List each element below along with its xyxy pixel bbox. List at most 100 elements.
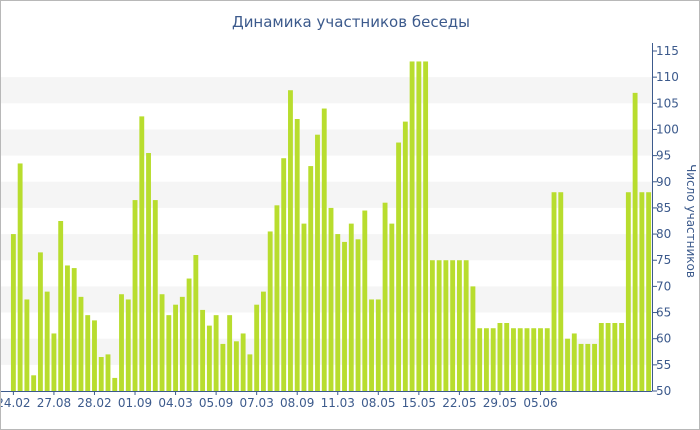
bar (220, 343, 226, 391)
bar (294, 119, 300, 391)
x-tick-label: 05.09 (199, 396, 233, 410)
bar (78, 296, 84, 391)
x-ticks: 24.02 27.08 28.02 01.09 04.03 05.09 07.03 08.09… (1, 391, 558, 410)
bar (342, 241, 347, 391)
bar (213, 315, 219, 391)
bar (166, 315, 172, 391)
bar (301, 223, 307, 391)
bar (565, 338, 570, 391)
y-tick-label: 65 (656, 306, 671, 320)
y-tick-label: 55 (656, 358, 671, 372)
bar (558, 192, 564, 391)
bar (362, 210, 368, 391)
bar (531, 328, 537, 391)
bar (112, 377, 118, 391)
bar (31, 375, 37, 391)
bar (598, 323, 604, 391)
bar (504, 323, 510, 391)
bar (227, 315, 233, 391)
bar (605, 323, 611, 391)
x-tick-label: 22.05 (442, 396, 476, 410)
bar (402, 121, 408, 392)
bar (152, 200, 158, 391)
bar (267, 231, 273, 391)
bar (639, 192, 645, 391)
y-tick-label: 70 (656, 279, 671, 293)
x-tick-label: 27.08 (37, 396, 71, 410)
bar (37, 252, 43, 391)
bar (44, 291, 50, 391)
x-tick-label: 15.05 (402, 396, 436, 410)
bar (551, 192, 557, 391)
x-tick-label: 07.03 (239, 396, 273, 410)
x-tick-label: 08.09 (280, 396, 314, 410)
bar (646, 192, 652, 391)
bar (585, 343, 591, 391)
bar (625, 192, 631, 391)
bar (254, 304, 260, 391)
bar (260, 291, 266, 391)
bar (233, 341, 239, 391)
y-tick-label: 60 (656, 332, 671, 346)
y-tick-label: 100 (656, 122, 679, 136)
chart-title: Динамика участников беседы (231, 13, 471, 31)
bar (58, 221, 64, 391)
bar (375, 299, 381, 391)
y-tick-label: 85 (656, 201, 671, 215)
bar (71, 268, 77, 391)
bar (619, 323, 625, 391)
bar (436, 260, 442, 391)
y-axis-label: Число участников (684, 164, 698, 278)
x-tick-label: 05.06 (523, 396, 557, 410)
bar (51, 333, 57, 391)
bar (578, 343, 584, 391)
bar (125, 299, 131, 391)
x-tick-label: 04.03 (158, 396, 192, 410)
bar (179, 296, 185, 391)
x-tick-label: 29.05 (483, 396, 517, 410)
y-tick-label: 90 (656, 175, 671, 189)
bar (10, 234, 16, 391)
bar (274, 205, 280, 391)
bar (497, 323, 503, 391)
y-tick-label: 110 (656, 70, 679, 84)
x-tick-label: 08.05 (361, 396, 395, 410)
bar (119, 294, 124, 391)
bar (288, 90, 293, 391)
grid-band (1, 77, 652, 104)
bar (281, 158, 287, 391)
bar (355, 239, 361, 391)
bar (315, 134, 320, 391)
bar (98, 357, 104, 391)
bars (10, 61, 652, 392)
bar (456, 260, 462, 391)
y-tick-label: 50 (656, 384, 671, 398)
y-ticks: 50 55 60 65 70 75 80 85 90 95 100 105 110 115 (652, 44, 679, 398)
bar (429, 260, 435, 391)
bar (65, 265, 70, 391)
bar (186, 278, 192, 391)
bar (470, 286, 476, 391)
x-tick-label: 24.02 (1, 396, 31, 410)
bar (517, 328, 523, 391)
x-tick-label: 11.03 (321, 396, 355, 410)
bar (524, 328, 530, 391)
y-tick-label: 105 (656, 96, 679, 110)
bar (17, 163, 23, 391)
x-tick-label: 28.02 (77, 396, 111, 410)
bar (247, 354, 253, 391)
y-tick-label: 80 (656, 227, 671, 241)
bar (538, 328, 543, 391)
y-tick-label: 75 (656, 253, 671, 267)
x-tick-label: 01.09 (118, 396, 152, 410)
bar (396, 142, 402, 391)
bar (24, 299, 30, 391)
bar (321, 108, 327, 391)
bar (206, 325, 212, 391)
bar (612, 323, 618, 391)
bar (308, 166, 314, 391)
bar (443, 260, 449, 391)
bar (146, 153, 151, 391)
